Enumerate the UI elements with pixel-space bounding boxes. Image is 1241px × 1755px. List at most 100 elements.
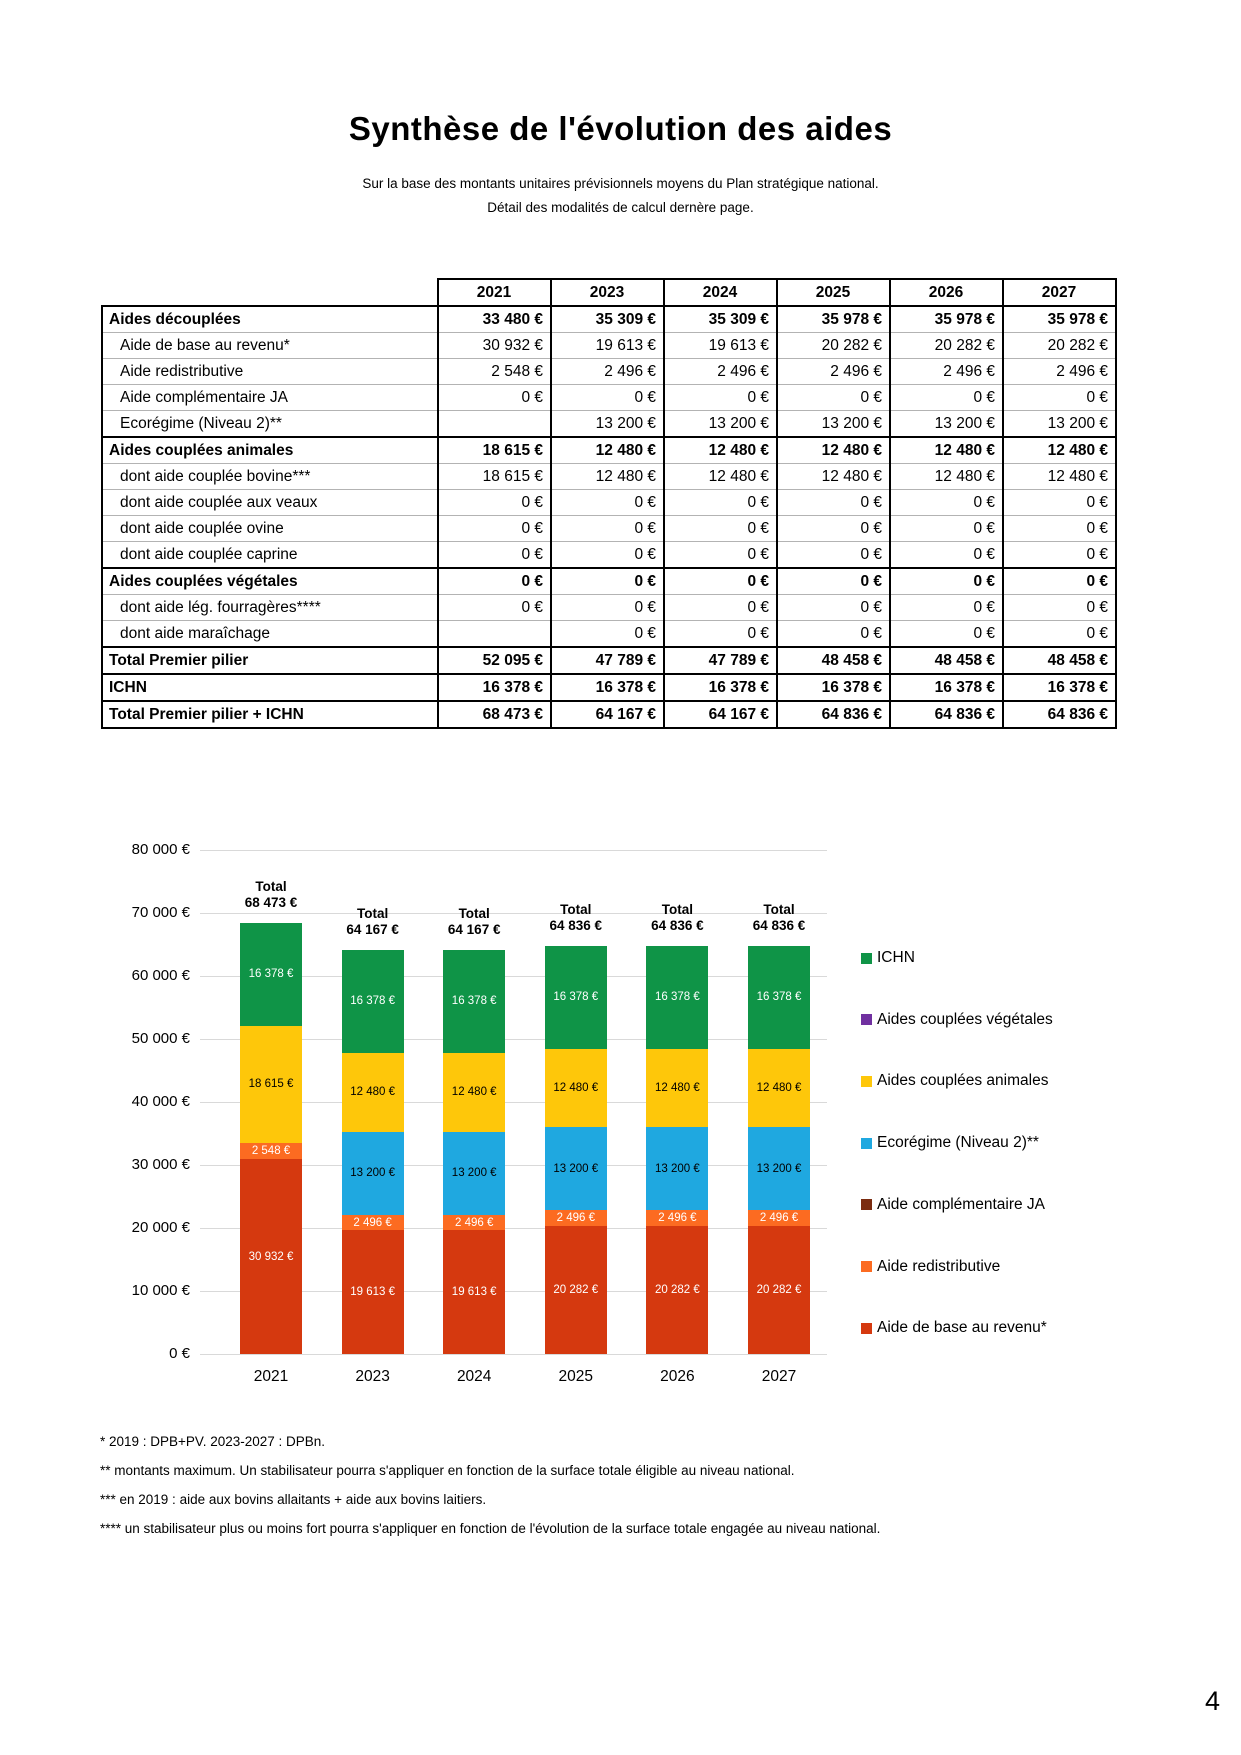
footnote-3: *** en 2019 : aide aux bovins allaitants… <box>100 1492 487 1507</box>
bar-value-label: 16 378 € <box>756 991 802 1004</box>
table-header-year-cell: 2021 <box>437 278 552 307</box>
value-cell: 2 496 € <box>889 358 1004 385</box>
legend-swatch <box>861 1199 872 1211</box>
row-label-cell: dont aide couplée bovine*** <box>101 463 439 490</box>
bar-segment <box>646 1210 709 1227</box>
value-cell: 0 € <box>550 515 665 542</box>
x-axis-label: 2027 <box>761 1368 797 1385</box>
value-cell: 13 200 € <box>1002 410 1117 437</box>
value-cell: 0 € <box>1002 620 1117 647</box>
gridline <box>200 1039 827 1040</box>
legend-label: ICHN <box>877 949 915 966</box>
total-label-value: 64 836 € <box>752 917 806 933</box>
row-label-cell: dont aide lég. fourragères**** <box>101 594 439 621</box>
value-cell: 16 378 € <box>889 673 1004 701</box>
bar-segment <box>646 1226 709 1354</box>
value-cell: 16 378 € <box>1002 673 1117 701</box>
value-cell: 0 € <box>776 567 891 595</box>
legend-label: Aide redistributive <box>877 1257 1001 1275</box>
bar-value-label: 2 496 € <box>759 1212 799 1225</box>
value-cell: 12 480 € <box>550 463 665 490</box>
bar-total-label: Total 64 836 € <box>516 902 636 934</box>
bar-value-label: 18 615 € <box>248 1078 294 1091</box>
value-cell: 12 480 € <box>889 463 1004 490</box>
y-axis-label: 20 000 € <box>131 1219 190 1236</box>
value-cell: 16 378 € <box>663 673 778 701</box>
bar-value-label: 19 613 € <box>451 1286 497 1299</box>
legend-item: ICHN <box>861 948 915 968</box>
bar-segment <box>341 1214 404 1231</box>
row-label-cell: Aide redistributive <box>101 358 439 385</box>
value-cell: 2 496 € <box>776 358 891 385</box>
value-cell: 0 € <box>889 567 1004 595</box>
value-cell: 0 € <box>1002 567 1117 595</box>
bar-value-label: 2 548 € <box>251 1145 291 1158</box>
footnote-2: ** montants maximum. Un stabilisateur po… <box>100 1463 795 1478</box>
value-cell: 35 309 € <box>663 305 778 333</box>
legend-swatch <box>861 952 872 964</box>
legend-label: Aide complémentaire JA <box>877 1195 1045 1213</box>
value-cell: 0 € <box>1002 489 1117 516</box>
value-cell: 12 480 € <box>550 436 665 464</box>
value-cell: 0 € <box>776 541 891 568</box>
value-cell <box>437 620 552 647</box>
table-header-year-cell: 2024 <box>663 278 778 307</box>
value-cell: 16 378 € <box>550 673 665 701</box>
value-cell: 12 480 € <box>663 436 778 464</box>
legend-item: Aide de base au revenu* <box>861 1318 1047 1338</box>
value-cell: 2 496 € <box>1002 358 1117 385</box>
bar-segment <box>646 1127 709 1211</box>
total-label-value: 64 836 € <box>549 917 603 933</box>
value-cell: 12 480 € <box>1002 436 1117 464</box>
total-label-word: Total <box>255 878 287 894</box>
gridline <box>200 850 827 851</box>
total-label-word: Total <box>458 905 490 921</box>
value-cell: 13 200 € <box>776 410 891 437</box>
value-cell: 0 € <box>776 594 891 621</box>
table-row: dont aide couplée ovine 0 €0 €0 €0 €0 €0 … <box>101 515 1117 542</box>
gridline <box>200 1354 827 1355</box>
footnote-4: **** un stabilisateur plus ou moins fort… <box>100 1521 881 1536</box>
bar-segment <box>544 1226 607 1354</box>
table-row: Aides couplées animales 18 615 €12 480 €1… <box>101 436 1117 464</box>
value-cell: 0 € <box>889 594 1004 621</box>
legend-label: Aide de base au revenu* <box>877 1319 1047 1337</box>
legend-swatch <box>861 1014 872 1026</box>
legend-item: Aide complémentaire JA <box>861 1195 1045 1215</box>
value-cell: 2 548 € <box>437 358 552 385</box>
table-row: dont aide couplée bovine*** 18 615 €12 48… <box>101 463 1117 490</box>
value-cell: 12 480 € <box>889 436 1004 464</box>
value-cell: 0 € <box>663 515 778 542</box>
value-cell: 64 836 € <box>889 700 1004 729</box>
value-cell: 20 282 € <box>1002 332 1117 359</box>
legend-swatch <box>861 1322 872 1334</box>
value-cell: 2 496 € <box>663 358 778 385</box>
row-label-cell: Total Premier pilier <box>101 646 439 674</box>
subtitle-line-1: Sur la base des montants unitaires prévi… <box>362 176 879 191</box>
value-cell: 19 613 € <box>663 332 778 359</box>
value-cell: 0 € <box>663 620 778 647</box>
page-number: 4 <box>1204 1686 1220 1716</box>
value-cell: 0 € <box>663 384 778 411</box>
bar-value-label: 16 378 € <box>350 995 395 1008</box>
value-cell: 0 € <box>1002 594 1117 621</box>
row-label-cell: Total Premier pilier + ICHN <box>101 700 439 729</box>
bar-segment <box>443 949 506 1053</box>
legend-item: Aide redistributive <box>861 1257 1000 1277</box>
row-label-cell: dont aide couplée ovine <box>101 515 439 542</box>
row-label-cell: dont aide couplée caprine <box>101 541 439 568</box>
value-cell: 64 836 € <box>776 700 891 729</box>
bar-segment <box>341 1230 404 1354</box>
table-row: Total Premier pilier 52 095 €47 789 €47 7… <box>101 646 1117 674</box>
value-cell: 0 € <box>663 541 778 568</box>
x-axis-label: 2025 <box>558 1368 594 1385</box>
bar-total-label: Total 68 473 € <box>211 879 331 911</box>
value-cell: 68 473 € <box>437 700 552 729</box>
row-label-cell: dont aide couplée aux veaux <box>101 489 439 516</box>
legend-swatch <box>861 1137 872 1149</box>
value-cell: 13 200 € <box>889 410 1004 437</box>
table-row: Ecorégime (Niveau 2)** 13 200 €13 200 €13… <box>101 410 1117 437</box>
table-row: Aide de base au revenu* 30 932 €19 613 €1… <box>101 332 1117 359</box>
